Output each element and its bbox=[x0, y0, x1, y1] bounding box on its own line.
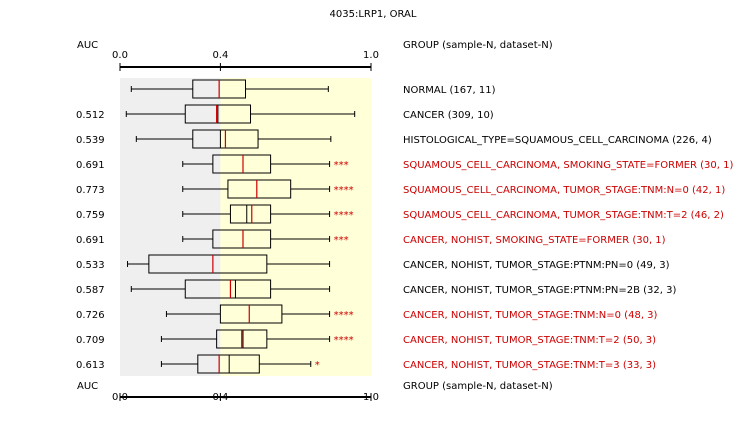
box-row-4: **** bbox=[182, 179, 354, 199]
significance-stars-3: *** bbox=[334, 160, 349, 171]
x-tick-label-bottom-1: 0.4 bbox=[212, 392, 228, 403]
box-row-8 bbox=[130, 279, 331, 299]
box-row-1 bbox=[125, 104, 356, 124]
box-row-10: **** bbox=[160, 329, 354, 349]
group-label-0: NORMAL (167, 11) bbox=[403, 85, 496, 96]
auc-value-7: 0.533 bbox=[76, 260, 105, 271]
auc-value-1: 0.512 bbox=[76, 110, 105, 121]
group-label-10: CANCER, NOHIST, TUMOR_STAGE:TNM:T=2 (50,… bbox=[403, 335, 656, 346]
iqr-box-3 bbox=[212, 154, 272, 174]
axis-layer: 0.0 0.4 1.0 0.0 0.4 1.0 bbox=[112, 50, 379, 403]
auc-value-11: 0.613 bbox=[76, 360, 105, 371]
box-layer: *********************** bbox=[125, 79, 356, 374]
auc-header-bottom: AUC bbox=[77, 381, 98, 392]
x-tick-label-bottom-2: 1.0 bbox=[363, 392, 379, 403]
group-label-7: CANCER, NOHIST, TUMOR_STAGE:PTNM:PN=0 (4… bbox=[403, 260, 670, 271]
auc-value-3: 0.691 bbox=[76, 160, 105, 171]
iqr-box-5 bbox=[229, 204, 272, 224]
iqr-box-8 bbox=[184, 279, 272, 299]
group-label-4: SQUAMOUS_CELL_CARCINOMA, TUMOR_STAGE:TNM… bbox=[403, 185, 725, 196]
auc-value-8: 0.587 bbox=[76, 285, 105, 296]
auc-value-5: 0.759 bbox=[76, 210, 105, 221]
significance-stars-10: **** bbox=[334, 335, 354, 346]
x-tick-label-top-2: 1.0 bbox=[363, 50, 379, 61]
shaded-region-0 bbox=[120, 78, 221, 376]
chart-title: 4035:LRP1, ORAL bbox=[330, 9, 417, 20]
group-label-3: SQUAMOUS_CELL_CARCINOMA, SMOKING_STATE=F… bbox=[403, 160, 733, 171]
group-label-6: CANCER, NOHIST, SMOKING_STATE=FORMER (30… bbox=[403, 235, 666, 246]
significance-stars-5: **** bbox=[334, 210, 354, 221]
box-row-3: *** bbox=[182, 154, 349, 174]
group-header-bottom: GROUP (sample-N, dataset-N) bbox=[403, 381, 553, 392]
shaded-region-1 bbox=[220, 78, 371, 376]
iqr-box-6 bbox=[212, 229, 272, 249]
group-label-11: CANCER, NOHIST, TUMOR_STAGE:TNM:T=3 (33,… bbox=[403, 360, 656, 371]
auc-value-10: 0.709 bbox=[76, 335, 105, 346]
group-label-5: SQUAMOUS_CELL_CARCINOMA, TUMOR_STAGE:TNM… bbox=[403, 210, 724, 221]
box-row-6: *** bbox=[182, 229, 349, 249]
significance-stars-9: **** bbox=[334, 310, 354, 321]
significance-stars-4: **** bbox=[334, 185, 354, 196]
significance-stars-6: *** bbox=[334, 235, 349, 246]
x-tick-label-top-1: 0.4 bbox=[212, 50, 228, 61]
box-row-11: * bbox=[160, 354, 320, 374]
x-tick-label-top-0: 0.0 bbox=[112, 50, 128, 61]
group-label-1: CANCER (309, 10) bbox=[403, 110, 494, 121]
auc-header-top: AUC bbox=[77, 40, 98, 51]
iqr-box-4 bbox=[227, 179, 292, 199]
box-row-7 bbox=[127, 254, 331, 274]
auc-value-2: 0.539 bbox=[76, 135, 105, 146]
box-row-5: **** bbox=[182, 204, 354, 224]
x-tick-label-bottom-0: 0.0 bbox=[112, 392, 128, 403]
auc-value-4: 0.773 bbox=[76, 185, 105, 196]
auc-value-6: 0.691 bbox=[76, 235, 105, 246]
box-row-0 bbox=[130, 79, 329, 99]
auc-value-9: 0.726 bbox=[76, 310, 105, 321]
group-label-2: HISTOLOGICAL_TYPE=SQUAMOUS_CELL_CARCINOM… bbox=[403, 135, 712, 146]
label-layer: 4035:LRP1, ORAL AUC GROUP (sample-N, dat… bbox=[76, 9, 733, 392]
box-row-9: **** bbox=[165, 304, 354, 324]
iqr-box-11 bbox=[197, 354, 260, 374]
group-header-top: GROUP (sample-N, dataset-N) bbox=[403, 40, 553, 51]
iqr-box-7 bbox=[148, 254, 268, 274]
group-label-8: CANCER, NOHIST, TUMOR_STAGE:PTNM:PN=2B (… bbox=[403, 285, 676, 296]
iqr-box-9 bbox=[219, 304, 283, 324]
significance-stars-11: * bbox=[315, 360, 320, 371]
group-label-9: CANCER, NOHIST, TUMOR_STAGE:TNM:N=0 (48,… bbox=[403, 310, 658, 321]
background-layer bbox=[120, 78, 371, 376]
box-row-2 bbox=[135, 129, 332, 149]
